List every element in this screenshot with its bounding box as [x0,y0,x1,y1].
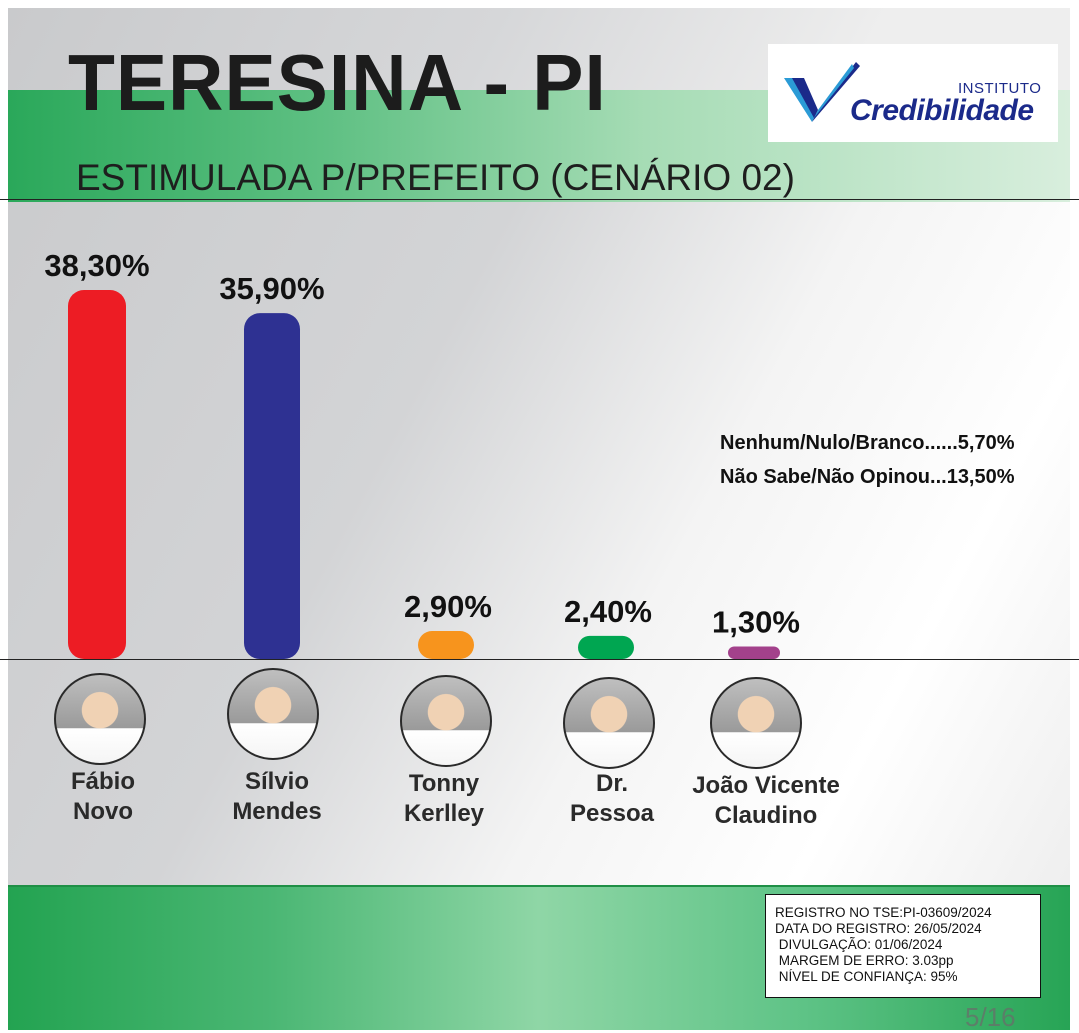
nulo-branco-stat: Nenhum/Nulo/Branco......5,70% [720,432,1015,454]
candidate-photo-joao [710,677,802,769]
candidate-photo-silvio [227,668,319,760]
nivel-confianca: NÍVEL DE CONFIANÇA: 95% [775,969,958,984]
divulgacao: DIVULGAÇÃO: 01/06/2024 [775,937,943,952]
candidate-photo-pessoa [563,677,655,769]
bar-value-label-2: 2,90% [404,589,492,624]
nao-sabe-stat: Não Sabe/Não Opinou...13,50% [720,466,1015,488]
logo-instituto-text: INSTITUTO [958,80,1042,97]
candidate-name-tonny: Tonny Kerlley [403,770,485,827]
checkmark-logo-icon [784,62,860,122]
data-registro: DATA DO REGISTRO: 26/05/2024 [775,921,982,936]
bar-2 [418,631,474,659]
institute-logo: INSTITUTO Credibilidade [768,44,1058,142]
chart-baseline [0,659,1079,660]
candidate-name-fabio: Fábio Novo [71,768,135,825]
other-responses: Nenhum/Nulo/Branco......5,70% Não Sabe/N… [720,426,1015,494]
bar-3 [578,635,634,659]
candidate-photo-tonny [400,675,492,767]
candidate-name-joao: João Vicente Claudino [692,772,840,829]
bar-4 [728,646,780,659]
bar-value-label-0: 38,30% [44,248,149,283]
logo-brand-text: Credibilidade [850,94,1034,127]
candidate-name-silvio: Sílvio Mendes [232,768,322,825]
bar-value-label-4: 1,30% [712,604,800,639]
registration-info-box: REGISTRO NO TSE:PI-03609/2024 DATA DO RE… [765,894,1041,998]
bar-value-label-3: 2,40% [564,594,652,629]
bar-1 [244,313,300,659]
candidate-photo-fabio [54,673,146,765]
margem-erro: MARGEM DE ERRO: 3.03pp [775,953,954,968]
candidate-name-pessoa: Dr. Pessoa [569,770,655,827]
bar-value-label-1: 35,90% [219,271,324,306]
bar-0 [68,290,126,659]
page-indicator: 5/16 [965,1002,1016,1032]
chart-subtitle: ESTIMULADA P/PREFEITO (CENÁRIO 02) [76,157,795,198]
registro-tse: REGISTRO NO TSE:PI-03609/2024 [775,905,992,920]
page-title: TERESINA - PI [68,38,607,127]
header-divider [0,199,1079,200]
